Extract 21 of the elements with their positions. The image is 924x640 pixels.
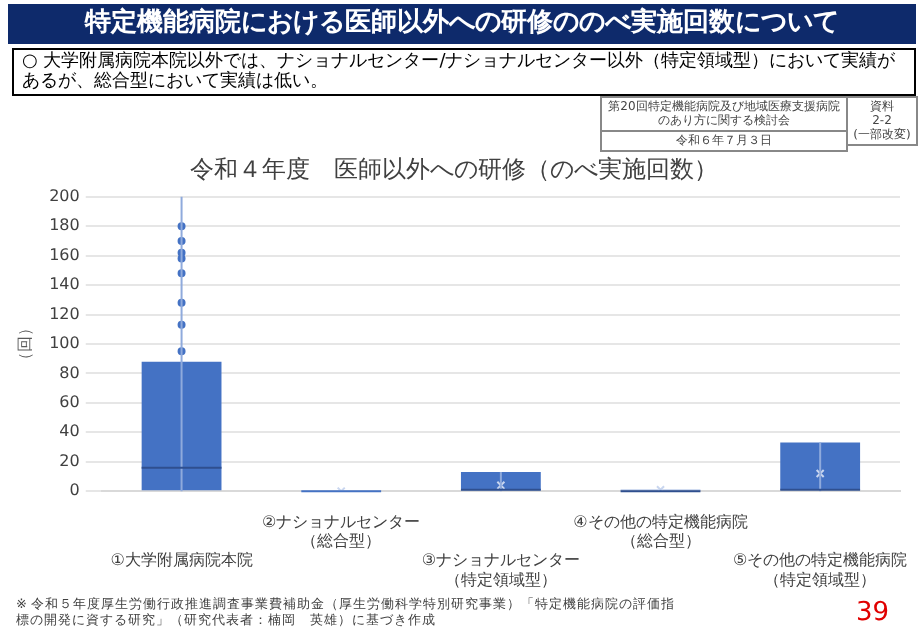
y-tick-label: 180	[49, 216, 80, 235]
x-tick-label: ④その他の特定機能病院（総合型）	[573, 512, 748, 551]
y-tick-label: 120	[49, 304, 80, 323]
text: 39	[856, 598, 890, 628]
y-tick-label: 80	[59, 363, 80, 382]
y-axis-title: （回）	[15, 320, 34, 368]
y-tick-label: 60	[59, 393, 80, 412]
y-tick-label: 140	[49, 275, 80, 294]
x-tick-label: ⑤その他の特定機能病院（特定領域型）	[733, 551, 908, 589]
y-tick-label: 100	[49, 334, 80, 353]
y-tick-label: 40	[59, 422, 80, 441]
x-tick-label: ②ナショナルセンター（総合型）	[262, 512, 421, 551]
y-tick-label: 20	[59, 451, 80, 470]
x-tick-label: ③ナショナルセンター（特定領域型）	[421, 551, 581, 589]
x-tick-label: ①大学附属病院本院	[110, 551, 253, 570]
y-tick-label: 200	[49, 186, 80, 205]
chart-subtitle: 令和４年度 医師以外への研修（のべ実施回数）	[190, 154, 718, 183]
y-tick-label: 160	[49, 245, 80, 264]
chart-title: 特定機能病院における医師以外への研修ののべ実施回数について	[8, 4, 916, 44]
y-tick-label: 0	[69, 481, 80, 500]
text: ○ 大学附属病院本院以外では、ナショナルセンター/ナショナルセンター以外（特定領域型）において実績があるが、総合型において実績は低い。	[12, 48, 916, 96]
